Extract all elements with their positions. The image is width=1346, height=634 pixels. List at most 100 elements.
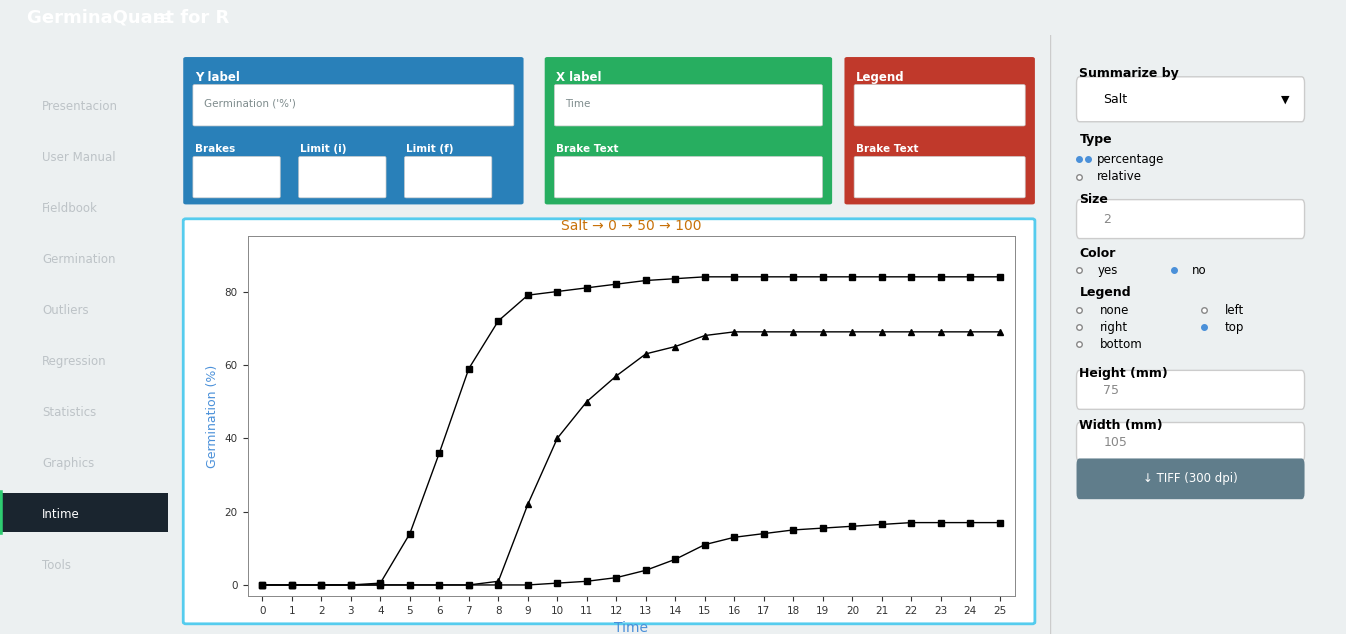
Text: yes: yes [1097, 264, 1117, 277]
50 [460, 581, 476, 589]
0 [992, 273, 1008, 281]
0 [697, 273, 713, 281]
0 [490, 317, 506, 325]
Text: percentage: percentage [1097, 153, 1164, 166]
50 [697, 332, 713, 339]
50 [579, 398, 595, 405]
100 [373, 581, 389, 589]
50 [431, 581, 447, 589]
100 [343, 581, 359, 589]
0 [608, 280, 625, 288]
Title: Salt → 0 → 50 → 100: Salt → 0 → 50 → 100 [561, 219, 701, 233]
FancyBboxPatch shape [0, 493, 168, 532]
Text: Outliers: Outliers [42, 304, 89, 317]
0 [343, 581, 359, 589]
50 [962, 328, 979, 335]
0 [638, 276, 654, 284]
50 [401, 581, 417, 589]
Text: no: no [1193, 264, 1206, 277]
0 [520, 292, 536, 299]
0 [874, 273, 890, 281]
100 [549, 579, 565, 587]
Text: Limit (i): Limit (i) [300, 144, 347, 153]
Text: Summarize by: Summarize by [1079, 67, 1179, 81]
Line: 0: 0 [260, 274, 1003, 588]
0 [431, 449, 447, 456]
Text: Type: Type [1079, 133, 1112, 146]
50 [727, 328, 743, 335]
0 [579, 284, 595, 292]
50 [638, 350, 654, 358]
0 [549, 288, 565, 295]
Y-axis label: Germination (%): Germination (%) [206, 365, 219, 468]
100 [284, 581, 300, 589]
Text: 75: 75 [1104, 384, 1119, 397]
100 [962, 519, 979, 526]
100 [992, 519, 1008, 526]
Text: 105: 105 [1104, 436, 1127, 449]
50 [844, 328, 860, 335]
0 [401, 530, 417, 538]
Text: User Manual: User Manual [42, 151, 116, 164]
50 [903, 328, 919, 335]
50 [373, 581, 389, 589]
Text: ▼: ▼ [1281, 94, 1289, 105]
50 [785, 328, 801, 335]
100 [697, 541, 713, 548]
FancyBboxPatch shape [183, 219, 1035, 624]
FancyBboxPatch shape [192, 157, 280, 198]
0 [373, 579, 389, 587]
0 [314, 581, 330, 589]
100 [844, 522, 860, 530]
Text: Brake Text: Brake Text [856, 144, 918, 153]
Text: Graphics: Graphics [42, 456, 94, 470]
Text: ↓ TIFF (300 dpi): ↓ TIFF (300 dpi) [1143, 472, 1238, 485]
Text: Y label: Y label [195, 71, 240, 84]
FancyBboxPatch shape [299, 157, 386, 198]
Text: Fieldbook: Fieldbook [42, 202, 98, 215]
Text: Legend: Legend [856, 71, 905, 84]
100 [785, 526, 801, 534]
FancyBboxPatch shape [1077, 422, 1304, 462]
Text: Salt: Salt [1104, 93, 1128, 106]
50 [490, 578, 506, 585]
0 [756, 273, 773, 281]
0 [844, 273, 860, 281]
Text: Size: Size [1079, 193, 1108, 206]
0 [668, 275, 684, 283]
0 [814, 273, 830, 281]
100 [314, 581, 330, 589]
Line: 50: 50 [258, 328, 1003, 588]
Text: Brake Text: Brake Text [556, 144, 619, 153]
FancyBboxPatch shape [555, 84, 822, 126]
100 [254, 581, 271, 589]
0 [284, 581, 300, 589]
Text: Time: Time [565, 99, 591, 109]
FancyBboxPatch shape [855, 157, 1026, 198]
FancyBboxPatch shape [1077, 77, 1304, 122]
50 [992, 328, 1008, 335]
100 [638, 567, 654, 574]
100 [933, 519, 949, 526]
Text: Legend: Legend [1079, 286, 1131, 299]
100 [756, 530, 773, 538]
FancyBboxPatch shape [405, 157, 491, 198]
0 [933, 273, 949, 281]
Text: right: right [1100, 321, 1128, 333]
Text: relative: relative [1097, 171, 1143, 183]
0 [460, 365, 476, 372]
100 [814, 524, 830, 532]
50 [756, 328, 773, 335]
Text: bottom: bottom [1100, 337, 1143, 351]
Text: Regression: Regression [42, 355, 106, 368]
50 [254, 581, 271, 589]
Text: left: left [1225, 304, 1244, 317]
FancyBboxPatch shape [192, 84, 514, 126]
FancyBboxPatch shape [545, 57, 832, 204]
FancyBboxPatch shape [1077, 370, 1304, 410]
0 [903, 273, 919, 281]
FancyBboxPatch shape [183, 57, 524, 204]
50 [343, 581, 359, 589]
100 [431, 581, 447, 589]
Text: GerminaQuant for R: GerminaQuant for R [27, 8, 229, 27]
